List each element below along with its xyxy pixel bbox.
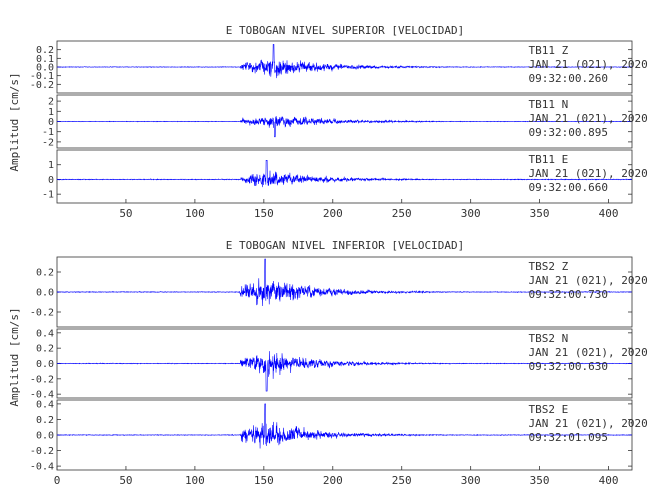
y-tick-label: -0.2 — [30, 446, 54, 457]
trace-station-label: TBS2 E — [529, 403, 569, 416]
trace-date-label: JAN 21 (021), 2020 — [529, 112, 648, 125]
y-tick-label: 0.0 — [36, 431, 54, 442]
waveform-trace — [56, 116, 632, 138]
x-tick-label: 200 — [323, 207, 343, 220]
waveform-trace — [56, 258, 633, 307]
y-tick-label: -1 — [42, 190, 54, 201]
trace-station-label: TB11 N — [529, 98, 569, 111]
y-tick-label: 0.2 — [36, 45, 54, 56]
y-tick-label: 0.4 — [36, 399, 54, 410]
x-tick-label: 200 — [323, 474, 343, 487]
y-tick-label: 2 — [48, 97, 54, 108]
y-tick-label: 0.0 — [36, 63, 54, 74]
y-tick-label: 1 — [48, 107, 54, 118]
x-axis: 0 50 100 150 200 250 300 350 400 — [54, 466, 619, 487]
waveform-trace — [56, 403, 633, 449]
x-tick-label: 0 — [54, 474, 61, 487]
x-tick-label: 350 — [530, 474, 550, 487]
y-tick-label: -0.4 — [30, 390, 54, 401]
chart-lower: E TOBOGAN NIVEL INFERIOR [VELOCIDAD] Amp… — [8, 239, 648, 487]
trace-date-label: JAN 21 (021), 2020 — [529, 346, 648, 359]
y-tick-label: 0.2 — [36, 415, 54, 426]
x-tick-label: 400 — [599, 474, 619, 487]
y-tick-label: -2 — [42, 137, 54, 148]
y-axis-label: Amplitud [cm/s] — [8, 307, 21, 406]
y-tick-label: 0.0 — [36, 288, 54, 299]
x-tick-label: 300 — [461, 474, 481, 487]
trace-time-label: 09:32:00.630 — [529, 360, 608, 373]
trace-time-label: 09:32:01.095 — [529, 431, 608, 444]
trace-station-label: TB11 E — [529, 153, 569, 166]
x-tick-label: 400 — [599, 207, 619, 220]
x-tick-label: 150 — [254, 207, 274, 220]
x-tick-label: 250 — [392, 207, 412, 220]
trace-station-label: TBS2 N — [529, 332, 569, 345]
y-tick-label: 0 — [48, 175, 54, 186]
x-tick-label: 50 — [119, 207, 132, 220]
chart-title: E TOBOGAN NIVEL INFERIOR [VELOCIDAD] — [226, 239, 464, 252]
y-tick-label: 1 — [48, 160, 54, 171]
x-tick-label: 350 — [530, 207, 550, 220]
trace-time-label: 09:32:00.260 — [529, 72, 608, 85]
y-tick-label: -0.2 — [30, 374, 54, 385]
waveform-trace — [56, 44, 633, 79]
trace-station-label: TB11 Z — [529, 44, 569, 57]
x-tick-label: 100 — [185, 207, 205, 220]
x-tick-label: 300 — [461, 207, 481, 220]
trace-station-label: TBS2 Z — [529, 260, 569, 273]
x-tick-label: 100 — [185, 474, 205, 487]
trace-date-label: JAN 21 (021), 2020 — [529, 274, 648, 287]
y-axis-label: Amplitud [cm/s] — [8, 72, 21, 171]
trace-date-label: JAN 21 (021), 2020 — [529, 167, 648, 180]
trace-date-label: JAN 21 (021), 2020 — [529, 58, 648, 71]
waveform-trace — [56, 160, 633, 188]
y-tick-label: -0.4 — [30, 462, 54, 473]
y-tick-label: 0 — [48, 117, 54, 128]
trace-date-label: JAN 21 (021), 2020 — [529, 417, 648, 430]
y-tick-label: 0.1 — [36, 54, 54, 65]
y-tick-label: 0.0 — [36, 359, 54, 370]
chart-upper: E TOBOGAN NIVEL SUPERIOR [VELOCIDAD] Amp… — [8, 24, 648, 220]
chart-title: E TOBOGAN NIVEL SUPERIOR [VELOCIDAD] — [226, 24, 464, 37]
y-tick-label: -0.2 — [30, 308, 54, 319]
y-tick-label: -1 — [42, 127, 54, 138]
y-tick-label: 0.4 — [36, 328, 54, 339]
y-tick-label: -0.1 — [30, 71, 54, 82]
x-tick-label: 50 — [119, 474, 132, 487]
panel-frame — [56, 149, 633, 204]
x-tick-label: 250 — [392, 474, 412, 487]
y-tick-label: -0.2 — [30, 80, 54, 91]
trace-time-label: 09:32:00.730 — [529, 288, 608, 301]
trace-time-label: 09:32:00.895 — [529, 126, 608, 139]
waveform-trace — [56, 351, 633, 392]
y-tick-label: 0.2 — [36, 268, 54, 279]
x-tick-label: 150 — [254, 474, 274, 487]
x-axis: 50 100 150 200 250 300 350 400 — [119, 199, 618, 220]
trace-time-label: 09:32:00.660 — [529, 181, 608, 194]
y-tick-label: 0.2 — [36, 344, 54, 355]
